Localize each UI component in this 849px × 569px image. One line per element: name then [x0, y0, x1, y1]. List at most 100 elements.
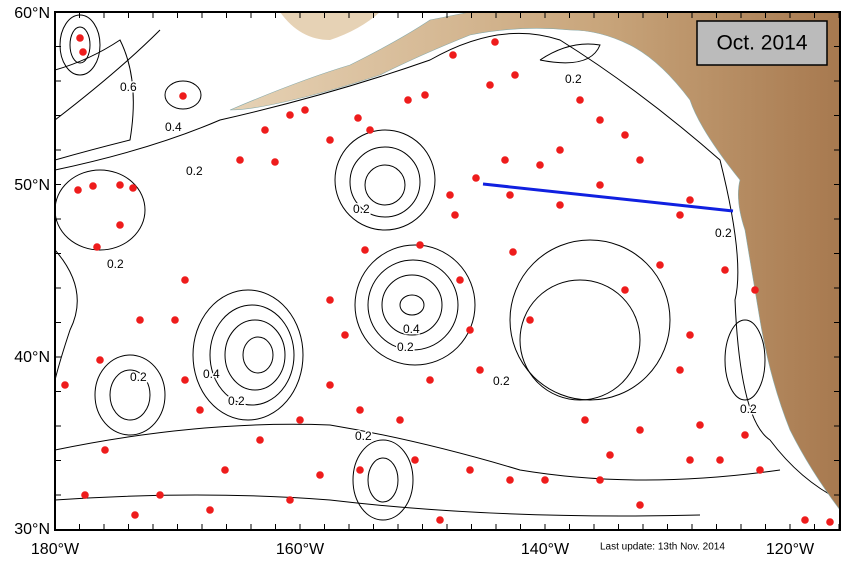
contour-label: 0.2 [130, 370, 147, 384]
contour-label: 0.2 [186, 164, 203, 178]
float [396, 416, 404, 424]
float [676, 211, 684, 219]
float [596, 181, 604, 189]
float [581, 416, 589, 424]
float [716, 456, 724, 464]
float [76, 34, 84, 42]
contour-label: 0.2 [107, 257, 124, 271]
float [676, 366, 684, 374]
float [356, 406, 364, 414]
float [411, 456, 419, 464]
float [506, 191, 514, 199]
float [656, 261, 664, 269]
float [181, 376, 189, 384]
lat-label: 60°N [14, 5, 50, 22]
float [356, 466, 364, 474]
float [686, 331, 694, 339]
float [536, 161, 544, 169]
float [286, 111, 294, 119]
contour-label: 0.4 [403, 322, 420, 336]
float [526, 316, 534, 324]
float [456, 276, 464, 284]
float [506, 476, 514, 484]
float [436, 516, 444, 524]
contour-label: 0.4 [203, 367, 220, 381]
float [256, 436, 264, 444]
contour-label: 0.2 [740, 402, 757, 416]
float [596, 476, 604, 484]
float [81, 491, 89, 499]
float [751, 286, 759, 294]
float [61, 381, 69, 389]
float [491, 38, 499, 46]
lat-label: 30°N [14, 521, 50, 538]
float [326, 381, 334, 389]
float [511, 71, 519, 79]
float [179, 92, 187, 100]
float [326, 296, 334, 304]
float [79, 48, 87, 56]
float [501, 156, 509, 164]
float [93, 243, 101, 251]
float [271, 158, 279, 166]
float [196, 406, 204, 414]
float [451, 211, 459, 219]
float [486, 81, 494, 89]
float [136, 316, 144, 324]
float [286, 496, 294, 504]
float [296, 416, 304, 424]
float [576, 96, 584, 104]
float [156, 491, 164, 499]
float [96, 356, 104, 364]
float [366, 126, 374, 134]
float [636, 501, 644, 509]
contour-label: 0.2 [493, 374, 510, 388]
float [541, 476, 549, 484]
float [556, 146, 564, 154]
float [721, 266, 729, 274]
float [472, 174, 480, 182]
contour-label: 0.2 [565, 72, 582, 86]
float [301, 106, 309, 114]
section-line [482, 182, 734, 213]
float [341, 331, 349, 339]
footer: Last update: 13th Nov. 2014 [600, 542, 725, 553]
float [466, 466, 474, 474]
contours [55, 14, 840, 521]
float [354, 114, 362, 122]
float [476, 366, 484, 374]
frame-ticks [54, 11, 840, 530]
float [181, 276, 189, 284]
float [449, 51, 457, 59]
float [741, 431, 749, 439]
contour-label: 0.2 [353, 202, 370, 216]
float [74, 186, 82, 194]
float-positions [61, 34, 834, 526]
lon-label: 120°W [766, 541, 815, 558]
float [696, 421, 704, 429]
float [801, 516, 809, 524]
float [116, 181, 124, 189]
float [116, 221, 124, 229]
float [596, 116, 604, 124]
lat-label: 40°N [14, 349, 50, 366]
lon-label: 140°W [521, 541, 570, 558]
float [89, 182, 97, 190]
lat-label: 50°N [14, 177, 50, 194]
float [756, 466, 764, 474]
contour-label: 0.2 [715, 226, 732, 240]
land [280, 12, 380, 40]
float [826, 518, 834, 526]
float [621, 131, 629, 139]
float [426, 376, 434, 384]
float [509, 248, 517, 256]
map-area [55, 12, 840, 530]
float [316, 471, 324, 479]
float [326, 136, 334, 144]
float [361, 246, 369, 254]
float [446, 191, 454, 199]
float [101, 446, 109, 454]
float [171, 316, 179, 324]
float [206, 506, 214, 514]
